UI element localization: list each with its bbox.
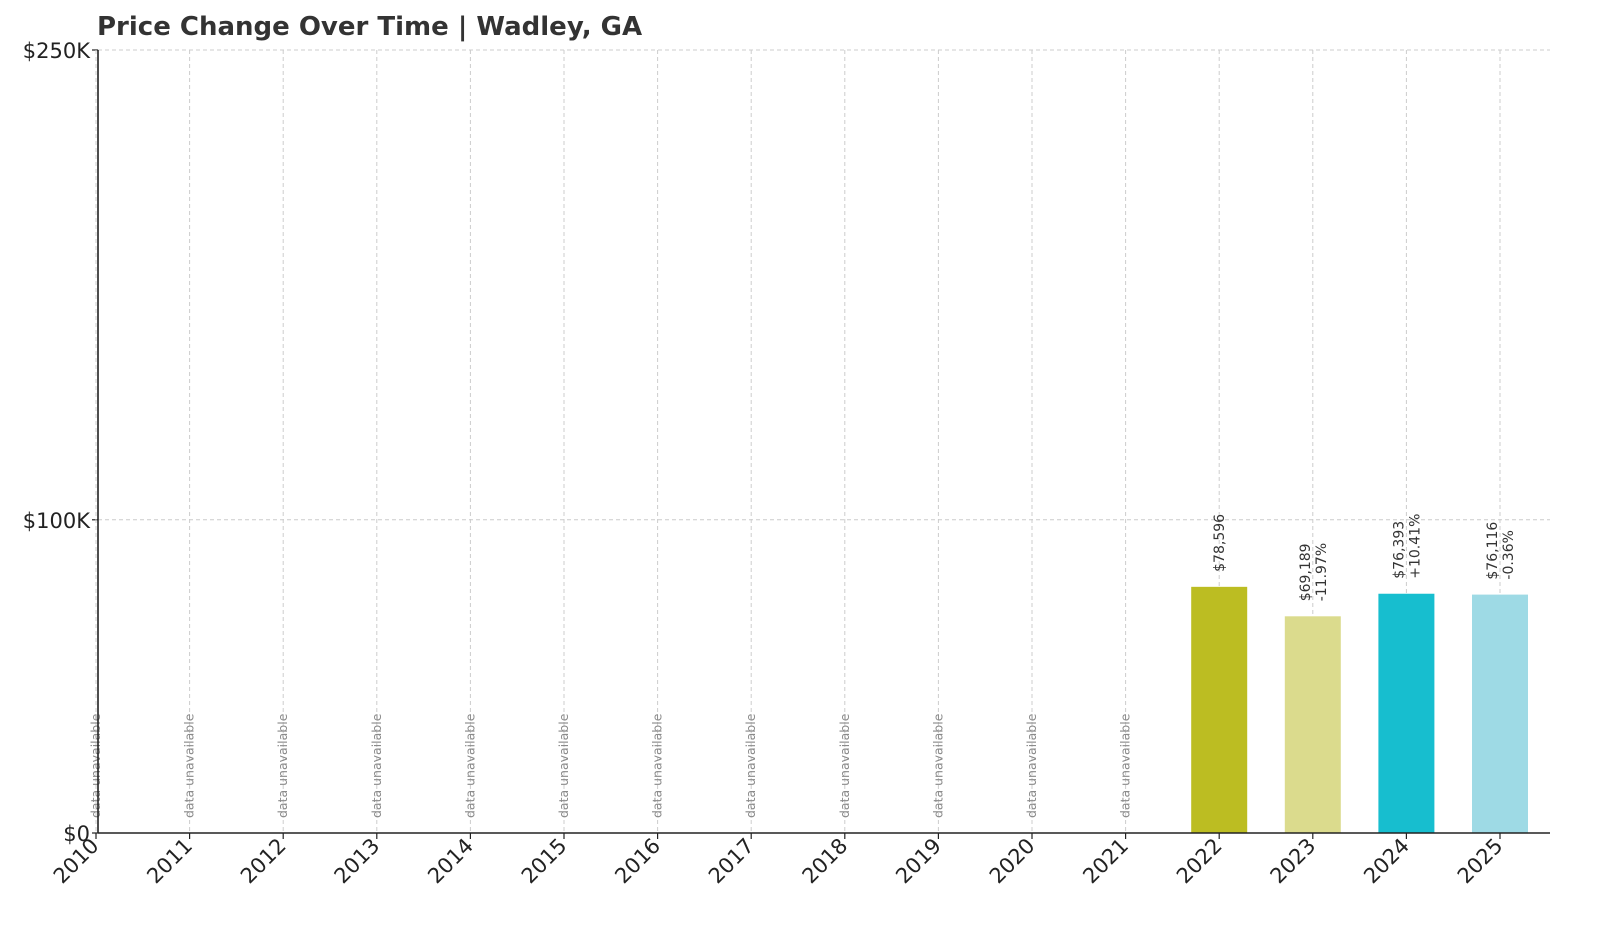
x-tick-label: 2022 (1172, 834, 1227, 889)
bar-value-label: $78,596 (1212, 514, 1228, 572)
x-tick-label: 2021 (1078, 834, 1133, 889)
x-tick-label: 2019 (891, 834, 946, 889)
bar-value-label: $76,393 (1391, 521, 1407, 579)
bar (1472, 594, 1528, 833)
bar (1378, 593, 1435, 833)
data-unavailable-label: data unavailable (182, 713, 197, 818)
data-unavailable-label: data unavailable (275, 713, 290, 818)
data-unavailable-label: data unavailable (369, 713, 384, 818)
y-tick-label: $100K (23, 509, 91, 533)
data-unavailable-label: data unavailable (743, 713, 758, 818)
x-tick-label: 2023 (1266, 834, 1321, 889)
data-unavailable-label: data unavailable (556, 713, 571, 818)
y-tick-label: $250K (23, 39, 91, 63)
x-tick-label: 2020 (985, 834, 1040, 889)
data-unavailable-label: data unavailable (462, 713, 477, 818)
y-tick-label: $0 (63, 822, 90, 846)
data-unavailable-label: data unavailable (930, 713, 945, 818)
bar-change-label: -0.36% (1501, 530, 1517, 580)
bar-change-label: -11.97% (1314, 543, 1330, 601)
x-tick-label: 2018 (798, 834, 853, 889)
x-tick-label: 2016 (610, 834, 665, 889)
data-unavailable-label: data unavailable (1024, 713, 1039, 818)
x-tick-label: 2014 (423, 834, 478, 889)
data-unavailable-label: data unavailable (88, 713, 103, 818)
x-tick-label: 2024 (1359, 834, 1414, 889)
x-tick-label: 2011 (142, 834, 197, 889)
bar-change-label: +10.41% (1407, 514, 1423, 579)
bar (1191, 586, 1248, 833)
bar-value-label: $76,116 (1485, 522, 1501, 580)
data-unavailable-label: data unavailable (1118, 713, 1133, 818)
chart-title: Price Change Over Time | Wadley, GA (97, 12, 643, 42)
x-tick-label: 2013 (330, 834, 385, 889)
x-tick-label: 2025 (1453, 834, 1508, 889)
data-unavailable-label: data unavailable (650, 713, 665, 818)
bar (1284, 616, 1341, 833)
data-unavailable-label: data unavailable (837, 713, 852, 818)
bar-value-label: $69,189 (1298, 543, 1314, 601)
x-tick-label: 2017 (704, 834, 759, 889)
x-tick-label: 2012 (236, 834, 291, 889)
x-tick-label: 2015 (517, 834, 572, 889)
